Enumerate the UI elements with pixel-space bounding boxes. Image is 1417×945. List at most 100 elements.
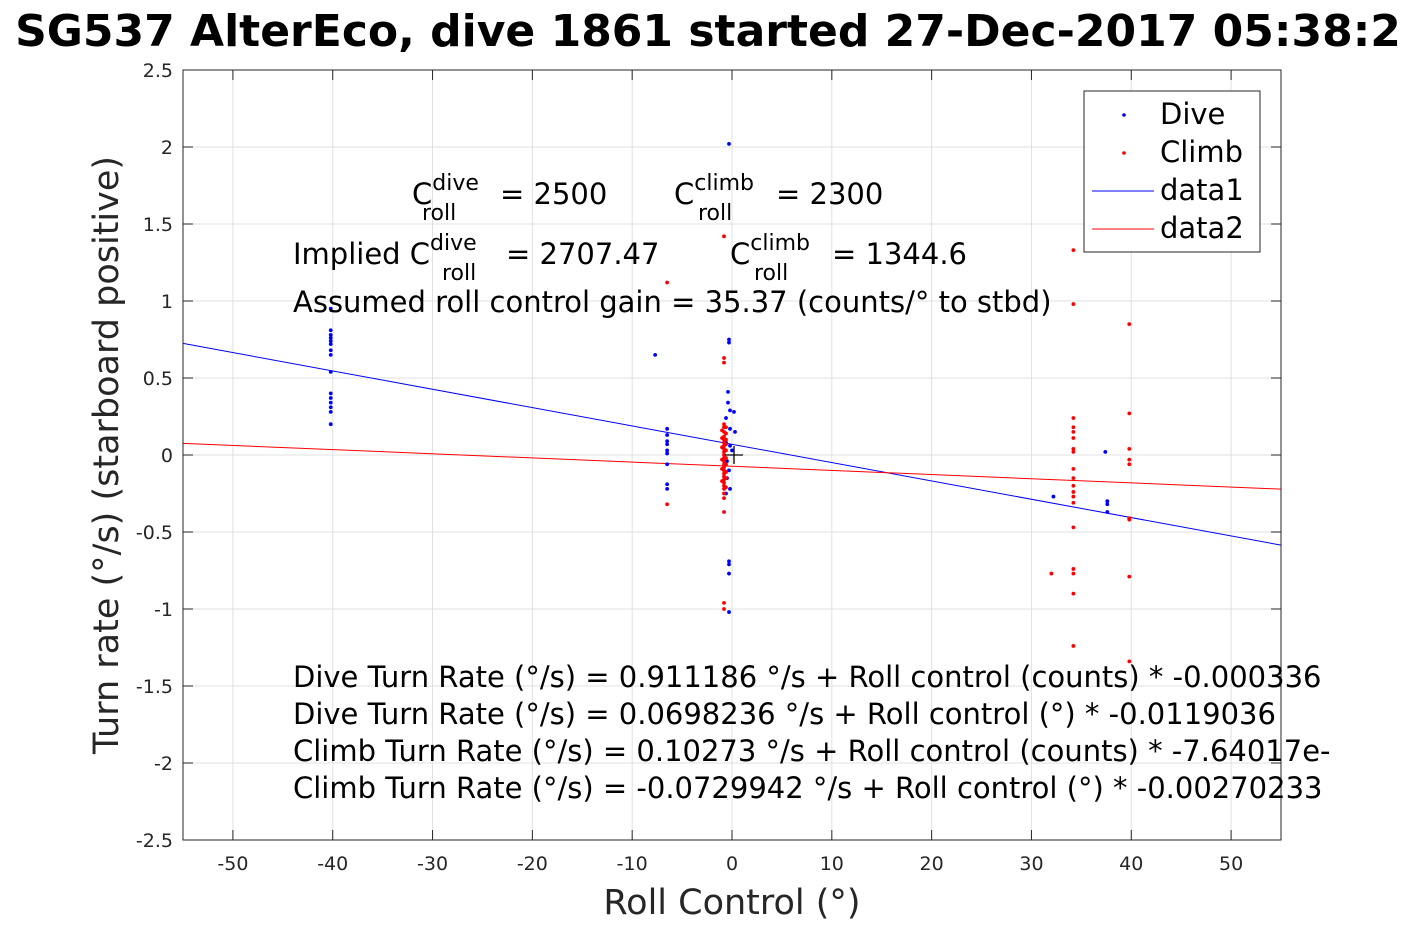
series-line-data2 (182, 442, 1282, 490)
data-point-climb (720, 428, 724, 433)
data-point-dive (328, 422, 333, 427)
data-point-dive (727, 562, 731, 567)
data-point-climb (1127, 574, 1132, 579)
data-point-dive (328, 339, 333, 343)
x-tick-label: 20 (920, 853, 944, 875)
data-point-dive (665, 442, 670, 447)
data-point-climb (1127, 659, 1132, 664)
data-points (328, 142, 1132, 664)
annotation-implied-dive: Implied Cdive roll= 2707.47 (293, 231, 659, 286)
data-point-dive (328, 405, 333, 410)
data-point-climb (724, 437, 728, 442)
data-point-dive (726, 400, 730, 405)
fit-lines (182, 342, 1282, 546)
series-line-data1 (182, 342, 1282, 546)
data-point-dive (665, 486, 670, 491)
data-point-climb (720, 445, 724, 450)
data-point-dive (728, 486, 732, 491)
data-point-climb (722, 453, 726, 457)
data-point-climb (722, 510, 726, 514)
y-tick-label: 0 (161, 445, 173, 467)
data-point-climb (1071, 591, 1076, 596)
fit-equation-2: Dive Turn Rate (°/s) = 0.0698236 °/s + R… (293, 697, 1276, 731)
data-point-dive (1105, 510, 1110, 514)
y-tick-label: -1.5 (136, 676, 173, 698)
data-point-dive (328, 332, 333, 337)
data-point-dive (727, 571, 731, 576)
annotation-gain: Assumed roll control gain = 35.37 (count… (293, 285, 1052, 319)
data-point-climb (1071, 466, 1076, 471)
data-point-dive (727, 340, 731, 345)
data-point-climb (720, 466, 724, 471)
data-point-dive (726, 389, 730, 394)
data-point-dive (728, 408, 732, 413)
y-tick-label: -1 (154, 599, 173, 621)
data-point-dive (727, 610, 731, 614)
data-point-dive (728, 443, 732, 448)
data-point-climb (665, 280, 670, 285)
data-point-climb (1071, 450, 1076, 454)
data-point-climb (724, 485, 728, 490)
data-point-climb (1071, 446, 1076, 451)
data-point-climb (720, 479, 724, 484)
data-point-dive (727, 337, 731, 342)
data-point-dive (665, 448, 670, 453)
data-point-dive (653, 353, 658, 357)
annotation-c-roll-dive: Cdive roll= 2500 (412, 171, 607, 226)
data-point-climb (724, 431, 728, 436)
x-tick-label: -50 (217, 853, 248, 875)
data-point-dive (328, 353, 333, 357)
data-point-climb (722, 234, 726, 239)
data-point-climb (1071, 494, 1076, 499)
data-point-dive (727, 468, 731, 473)
data-point-dive (665, 433, 670, 437)
data-point-dive (1103, 450, 1108, 454)
data-point-climb (724, 448, 728, 453)
x-tick-label: -10 (617, 853, 648, 875)
data-point-climb (1127, 462, 1132, 467)
y-tick-label: 0.5 (143, 368, 173, 390)
data-point-climb (1071, 644, 1076, 648)
x-tick-label: -20 (517, 853, 548, 875)
data-point-dive (665, 426, 670, 431)
data-point-dive (732, 409, 736, 414)
data-point-climb (1127, 517, 1132, 522)
data-point-climb (722, 360, 726, 365)
annotation-group: Cdive roll= 2500 Cclimb roll= 2300 Implied… (293, 171, 1331, 805)
data-point-climb (724, 456, 728, 460)
data-point-climb (722, 356, 726, 360)
x-tick-label: 50 (1219, 853, 1243, 875)
data-point-dive (730, 448, 734, 453)
data-point-climb (1071, 476, 1076, 480)
data-point-dive (328, 369, 333, 374)
data-point-climb (720, 436, 724, 440)
data-point-dive (665, 439, 670, 444)
data-point-dive (724, 416, 728, 420)
legend-label-data2: data2 (1160, 211, 1244, 245)
data-point-climb (1071, 567, 1076, 571)
x-tick-label: -40 (317, 853, 348, 875)
legend-label-data1: data1 (1160, 173, 1244, 207)
data-point-dive (1051, 494, 1056, 499)
annotation-implied-climb: Cclimb roll= 1344.6 (730, 231, 967, 286)
fit-equation-1: Dive Turn Rate (°/s) = 0.911186 °/s + Ro… (293, 660, 1321, 694)
data-point-climb (1071, 490, 1076, 494)
y-tick-label: 2.5 (143, 60, 173, 82)
data-point-dive (725, 459, 729, 464)
axis-ticks: -50 -40 -30 -20 -10 0 10 20 30 40 50-2.5-2-1.5-1-0… (136, 60, 1281, 875)
data-point-dive (728, 426, 732, 431)
data-point-climb (1127, 457, 1132, 462)
data-point-dive (1105, 499, 1110, 504)
data-point-climb (724, 462, 728, 467)
legend-marker-dive (1122, 113, 1126, 117)
data-point-climb (1071, 416, 1076, 420)
data-point-climb (1049, 571, 1054, 576)
annotation-c-roll-climb: Cclimb roll= 2300 (674, 171, 883, 226)
x-tick-label: 30 (1019, 853, 1043, 875)
x-axis-label: Roll Control (°) (603, 883, 860, 923)
data-point-climb (720, 457, 724, 462)
data-point-climb (1071, 483, 1076, 488)
data-point-dive (328, 400, 333, 405)
fit-equation-4: Climb Turn Rate (°/s) = -0.0729942 °/s +… (293, 771, 1323, 805)
y-tick-label: -2 (154, 753, 173, 775)
